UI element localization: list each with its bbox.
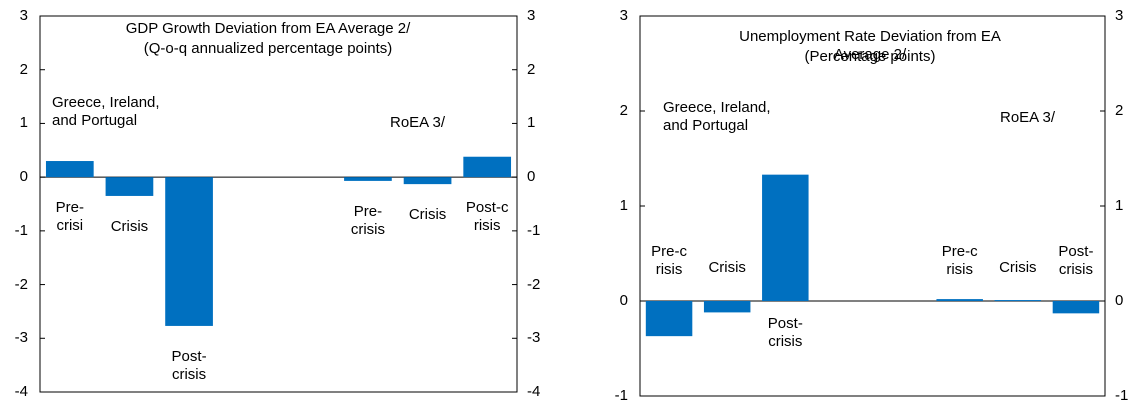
y-tick-label: 2 bbox=[619, 102, 628, 119]
y-tick-label: -3 bbox=[14, 329, 28, 347]
bar bbox=[936, 299, 983, 301]
group-label: Greece, Ireland, and Portugal bbox=[663, 99, 771, 134]
category-label: Crisis bbox=[110, 217, 149, 235]
group-label: RoEA 3/ bbox=[390, 114, 446, 131]
plot-area bbox=[39, 15, 518, 393]
y-tick-label: -1 bbox=[614, 387, 628, 403]
category-label: Post- crisis bbox=[767, 315, 803, 350]
y-tick-label-right: 3 bbox=[1115, 7, 1124, 24]
bar bbox=[165, 177, 213, 326]
plot-area bbox=[639, 15, 1106, 397]
bar bbox=[45, 161, 94, 178]
y-tick-label: 0 bbox=[19, 168, 28, 186]
y-tick-label: 0 bbox=[619, 292, 628, 309]
group-label: RoEA 3/ bbox=[1000, 109, 1056, 126]
y-tick-label: 1 bbox=[19, 114, 28, 132]
category-label: Post- crisis bbox=[171, 347, 207, 383]
category-label: Pre- crisi bbox=[55, 199, 84, 235]
y-tick-label: -1 bbox=[14, 221, 28, 239]
y-tick-label-right: 1 bbox=[1115, 197, 1124, 214]
y-tick-label-right: -2 bbox=[527, 275, 541, 293]
y-tick-label-right: -1 bbox=[527, 221, 541, 239]
bar bbox=[403, 177, 452, 185]
y-tick-label: 2 bbox=[19, 60, 28, 78]
bar bbox=[994, 300, 1042, 302]
y-tick-label-right: 3 bbox=[527, 7, 536, 24]
category-label: Pre-c risis bbox=[941, 243, 978, 278]
y-tick-label: -2 bbox=[14, 275, 28, 293]
category-label: Post- crisis bbox=[1058, 243, 1094, 278]
chart-title: Unemployment Rate Deviation from EA Aver… bbox=[739, 28, 1001, 63]
bar bbox=[645, 301, 693, 337]
category-label: Pre-c risis bbox=[651, 243, 687, 278]
y-tick-label-right: 0 bbox=[527, 168, 536, 186]
bar bbox=[762, 174, 809, 301]
y-tick-label: 1 bbox=[619, 197, 628, 214]
category-label: Crisis bbox=[708, 259, 746, 276]
bar bbox=[344, 177, 392, 181]
y-tick-label-right: 2 bbox=[1115, 102, 1124, 119]
y-tick-label: 3 bbox=[19, 7, 28, 24]
category-label: Crisis bbox=[408, 206, 447, 224]
y-tick-label: -4 bbox=[14, 383, 28, 400]
y-tick-label-right: 2 bbox=[527, 60, 536, 78]
y-tick-label-right: -4 bbox=[527, 383, 541, 400]
bar bbox=[703, 301, 751, 313]
y-tick-label: 3 bbox=[619, 7, 628, 24]
category-label: Pre- crisis bbox=[350, 202, 386, 238]
category-label: Post-c risis bbox=[465, 199, 509, 235]
y-tick-label-right: 0 bbox=[1115, 292, 1124, 309]
chart-subtitle: (Percentage points) bbox=[804, 48, 936, 65]
chart-title: GDP Growth Deviation from EA Average 2/ bbox=[125, 20, 411, 37]
y-tick-label-right: -3 bbox=[527, 329, 541, 347]
bar bbox=[1052, 301, 1100, 314]
y-tick-label-right: 1 bbox=[527, 114, 536, 132]
category-label: Crisis bbox=[999, 259, 1037, 276]
y-tick-label-right: -1 bbox=[1115, 387, 1129, 403]
chart-subtitle: (Q-o-q annualized percentage points) bbox=[143, 40, 393, 57]
group-label: Greece, Ireland, and Portugal bbox=[52, 94, 160, 129]
bar bbox=[463, 156, 512, 178]
bar bbox=[105, 177, 154, 196]
